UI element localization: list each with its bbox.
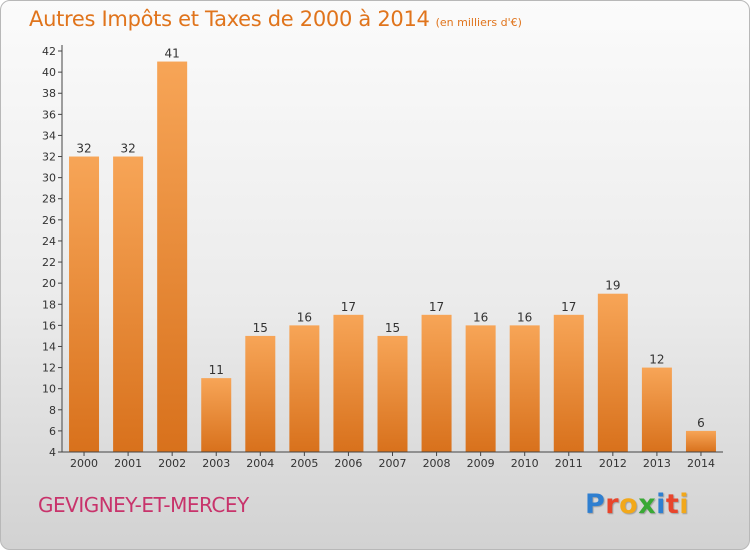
bar-2010 bbox=[509, 325, 540, 452]
logo-letter: x bbox=[638, 489, 657, 520]
y-tick-label: 34 bbox=[42, 129, 56, 142]
x-tick-label-2013: 2013 bbox=[643, 457, 671, 470]
y-tick-label: 42 bbox=[42, 45, 56, 58]
data-label-2002: 41 bbox=[165, 47, 180, 61]
x-tick-label-2000: 2000 bbox=[70, 457, 98, 470]
logo-letter: i bbox=[656, 489, 666, 520]
proxiti-logo: Proxiti bbox=[585, 489, 689, 520]
logo-letter: P bbox=[585, 489, 606, 520]
data-label-2005: 16 bbox=[297, 310, 312, 324]
data-label-2000: 32 bbox=[76, 142, 91, 156]
y-tick-label: 30 bbox=[42, 172, 56, 185]
bars bbox=[69, 61, 716, 453]
y-tick-label: 20 bbox=[42, 277, 56, 290]
data-label-2010: 16 bbox=[517, 310, 532, 324]
y-tick-label: 16 bbox=[42, 319, 56, 332]
chart-title: Autres Impôts et Taxes de 2000 à 2014 (en… bbox=[29, 7, 522, 31]
x-tick-label-2005: 2005 bbox=[290, 457, 318, 470]
data-label-2014: 6 bbox=[697, 416, 705, 430]
y-axis: 4 6 8 10 12 14 16 18 20 22 24 26 28 30 32 34 36 38 40 42 bbox=[42, 45, 62, 459]
y-tick-label: 14 bbox=[42, 340, 56, 353]
x-tick-label-2006: 2006 bbox=[334, 457, 362, 470]
data-labels: 32 32 41 11 15 16 17 15 17 16 16 17 19 12 6 bbox=[76, 47, 704, 430]
x-tick-label-2003: 2003 bbox=[202, 457, 230, 470]
y-tick-label: 18 bbox=[42, 298, 56, 311]
bar-2008 bbox=[421, 314, 452, 452]
bar-2007 bbox=[377, 335, 408, 452]
bar-2004 bbox=[245, 335, 276, 452]
bar-2001 bbox=[113, 156, 144, 453]
x-axis: 2000 2001 2002 2003 2004 2005 2006 2007 2008 2009… bbox=[70, 452, 715, 470]
y-tick-label: 36 bbox=[42, 108, 56, 121]
data-label-2011: 17 bbox=[561, 300, 576, 314]
logo-letter: t bbox=[665, 489, 680, 520]
x-tick-label-2012: 2012 bbox=[599, 457, 627, 470]
x-tick-label-2007: 2007 bbox=[379, 457, 407, 470]
x-tick-label-2004: 2004 bbox=[246, 457, 274, 470]
y-tick-label: 8 bbox=[49, 404, 56, 417]
x-tick-label-2009: 2009 bbox=[467, 457, 495, 470]
logo-letter: r bbox=[605, 489, 620, 520]
x-tick-label-2011: 2011 bbox=[555, 457, 583, 470]
bar-2002 bbox=[157, 61, 188, 452]
y-tick-label: 40 bbox=[42, 66, 56, 79]
x-tick-label-2002: 2002 bbox=[158, 457, 186, 470]
data-label-2006: 17 bbox=[341, 300, 356, 314]
x-tick-label-2014: 2014 bbox=[687, 457, 715, 470]
data-label-2009: 16 bbox=[473, 310, 488, 324]
bar-2013 bbox=[641, 367, 672, 452]
data-label-2008: 17 bbox=[429, 300, 444, 314]
data-label-2013: 12 bbox=[649, 353, 664, 367]
y-tick-label: 4 bbox=[49, 446, 56, 459]
logo-letter: i bbox=[679, 489, 690, 520]
bar-2005 bbox=[289, 325, 320, 452]
bar-2012 bbox=[597, 293, 628, 452]
y-tick-label: 26 bbox=[42, 214, 56, 227]
x-tick-label-2008: 2008 bbox=[423, 457, 451, 470]
bar-2006 bbox=[333, 314, 364, 452]
bar-2011 bbox=[553, 314, 584, 452]
y-tick-label: 22 bbox=[42, 256, 56, 269]
data-label-2003: 11 bbox=[209, 363, 224, 377]
data-label-2012: 19 bbox=[605, 279, 620, 293]
data-label-2004: 15 bbox=[253, 321, 268, 335]
commune-name: GEVIGNEY-ET-MERCEY bbox=[38, 493, 249, 517]
y-tick-label: 12 bbox=[42, 362, 56, 375]
y-tick-label: 10 bbox=[42, 383, 56, 396]
x-tick-label-2001: 2001 bbox=[114, 457, 142, 470]
data-label-2007: 15 bbox=[385, 321, 400, 335]
y-tick-label: 28 bbox=[42, 193, 56, 206]
x-tick-label-2010: 2010 bbox=[511, 457, 539, 470]
y-tick-label: 32 bbox=[42, 151, 56, 164]
y-tick-label: 6 bbox=[49, 425, 56, 438]
bar-2000 bbox=[69, 156, 100, 453]
chart-title-text: Autres Impôts et Taxes de 2000 à 2014 bbox=[29, 7, 430, 31]
bar-2009 bbox=[465, 325, 496, 452]
y-tick-label: 24 bbox=[42, 235, 56, 248]
bar-2003 bbox=[201, 378, 232, 452]
chart-unit: (en milliers d'€) bbox=[435, 16, 522, 29]
bar-2014 bbox=[685, 430, 716, 452]
data-label-2001: 32 bbox=[120, 142, 135, 156]
logo-letter: o bbox=[619, 489, 639, 520]
y-tick-label: 38 bbox=[42, 87, 56, 100]
